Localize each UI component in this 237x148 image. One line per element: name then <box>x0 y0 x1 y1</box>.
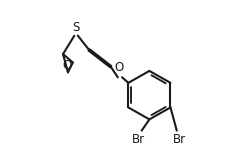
Text: O: O <box>114 61 124 74</box>
Text: Br: Br <box>132 133 146 146</box>
Text: O: O <box>63 59 72 72</box>
Text: S: S <box>72 21 79 34</box>
Text: Br: Br <box>173 133 186 146</box>
